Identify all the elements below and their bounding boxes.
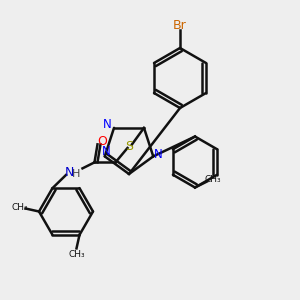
Text: CH₃: CH₃ [68,250,85,260]
Text: N: N [102,146,111,158]
Text: Br: Br [173,19,187,32]
Text: H: H [72,169,81,179]
Text: O: O [98,136,107,148]
Text: N: N [103,118,112,131]
Text: S: S [125,140,133,153]
Text: CH₃: CH₃ [204,176,221,184]
Text: N: N [64,167,74,179]
Text: N: N [154,148,163,161]
Text: CH₃: CH₃ [12,202,28,211]
